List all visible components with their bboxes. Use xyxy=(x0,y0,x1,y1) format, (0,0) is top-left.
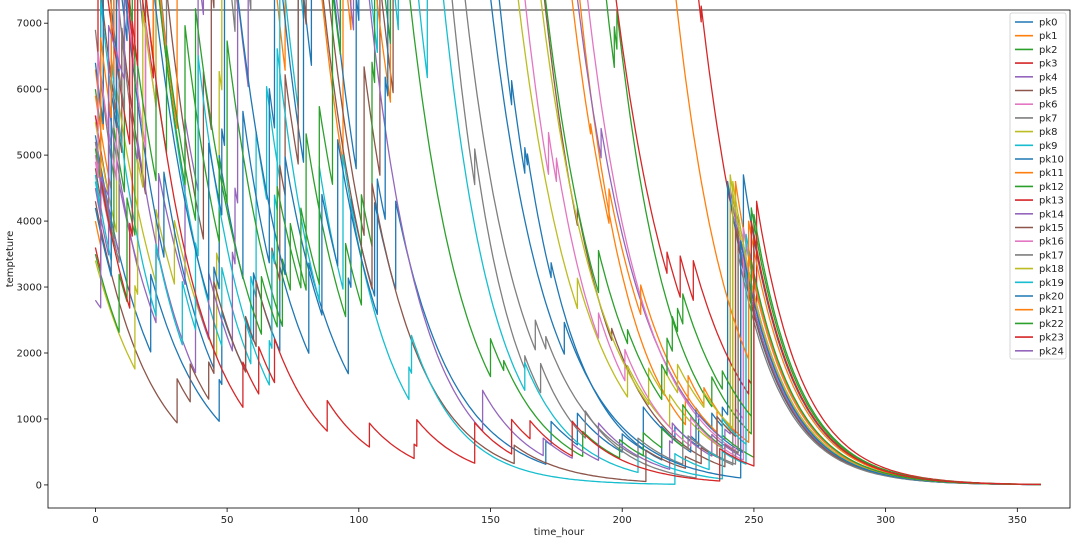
legend-label-pk19: pk19 xyxy=(1039,278,1064,289)
x-tick-label: 0 xyxy=(92,515,98,526)
legend-label-pk15: pk15 xyxy=(1039,223,1064,234)
x-tick-label: 200 xyxy=(613,515,632,526)
x-tick-label: 100 xyxy=(349,515,368,526)
legend-label-pk24: pk24 xyxy=(1039,346,1064,357)
series-line-pk12 xyxy=(94,0,1041,486)
x-tick-label: 350 xyxy=(1008,515,1027,526)
y-tick-label: 3000 xyxy=(17,283,42,294)
x-tick-label: 50 xyxy=(221,515,234,526)
plot-frame xyxy=(47,9,1071,509)
legend-label-pk14: pk14 xyxy=(1039,209,1064,220)
legend-label-pk0: pk0 xyxy=(1039,18,1058,29)
legend-label-pk22: pk22 xyxy=(1039,319,1064,330)
series-line-pk23 xyxy=(94,0,1042,486)
y-tick-label: 5000 xyxy=(17,151,42,162)
y-tick-label: 7000 xyxy=(17,19,42,30)
x-axis-ticks: 0 50 100 150 200 250 300 350 xyxy=(92,508,1027,526)
legend-label-pk20: pk20 xyxy=(1039,292,1064,303)
legend-label-pk4: pk4 xyxy=(1039,72,1058,83)
series-line-pk11 xyxy=(94,0,1041,486)
series-line-pk17 xyxy=(94,0,1041,486)
x-axis-label: time_hour xyxy=(534,527,585,538)
x-tick-label: 250 xyxy=(744,515,763,526)
legend: pk0 pk1 pk2 pk3 pk4 pk5 pk6 pk7 pk8 pk9 pk10 pk11 pk… xyxy=(1009,12,1067,360)
legend-frame xyxy=(1009,12,1067,360)
series-line-pk22 xyxy=(94,0,1041,486)
y-tick-label: 2000 xyxy=(17,348,42,359)
series-line-pk14 xyxy=(94,0,1041,486)
legend-label-pk3: pk3 xyxy=(1039,59,1058,70)
x-tick-label: 150 xyxy=(481,515,500,526)
legend-label-pk16: pk16 xyxy=(1039,237,1064,248)
legend-label-pk21: pk21 xyxy=(1039,305,1064,316)
legend-label-pk6: pk6 xyxy=(1039,100,1058,111)
legend-label-pk23: pk23 xyxy=(1039,333,1064,344)
series-line-pk20 xyxy=(94,0,1041,486)
y-tick-label: 0 xyxy=(36,480,42,491)
legend-label-pk12: pk12 xyxy=(1039,182,1064,193)
legend-label-pk7: pk7 xyxy=(1039,113,1058,124)
series-lines xyxy=(94,0,1042,486)
y-axis-ticks: 0 1000 2000 3000 4000 5000 6000 7000 xyxy=(17,19,48,491)
x-tick-label: 300 xyxy=(876,515,895,526)
legend-label-pk5: pk5 xyxy=(1039,86,1058,97)
legend-label-pk13: pk13 xyxy=(1039,196,1064,207)
legend-label-pk8: pk8 xyxy=(1039,127,1058,138)
y-tick-label: 4000 xyxy=(17,217,42,228)
legend-label-pk1: pk1 xyxy=(1039,31,1058,42)
legend-label-pk10: pk10 xyxy=(1039,155,1064,166)
legend-label-pk9: pk9 xyxy=(1039,141,1058,152)
y-tick-label: 6000 xyxy=(17,85,42,96)
series-line-pk3 xyxy=(94,0,1042,486)
legend-label-pk2: pk2 xyxy=(1039,45,1058,56)
legend-label-pk17: pk17 xyxy=(1039,250,1064,261)
legend-label-pk11: pk11 xyxy=(1039,168,1064,179)
y-tick-label: 1000 xyxy=(17,414,42,425)
y-axis-label: tempteture xyxy=(5,231,16,288)
legend-label-pk18: pk18 xyxy=(1039,264,1064,275)
